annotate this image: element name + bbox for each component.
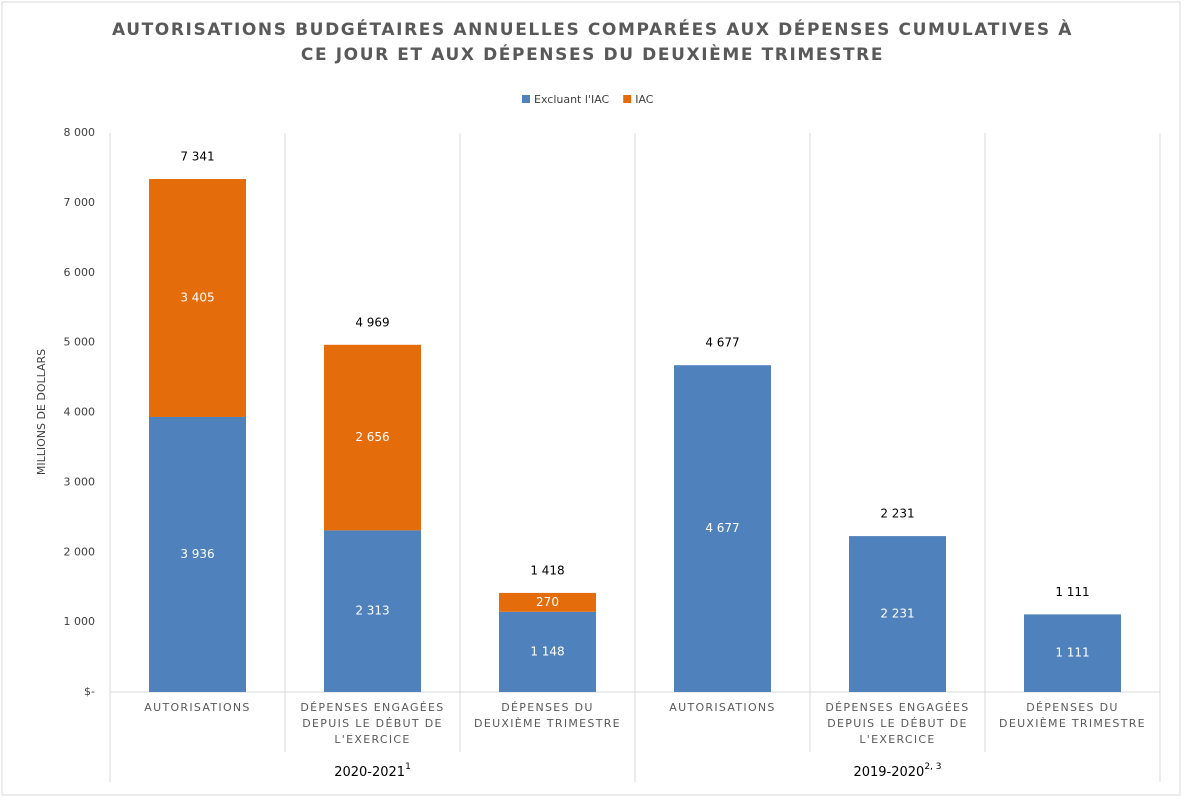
group-note: 1 (405, 762, 411, 772)
chart-title: AUTORISATIONS BUDGÉTAIRES ANNUELLES COMP… (111, 20, 1074, 65)
total-label: 7 341 (180, 150, 214, 164)
bar-segment (674, 365, 771, 692)
y-axis-label: MILLIONS DE DOLLARS (35, 349, 48, 475)
total-label: 1 418 (530, 563, 564, 577)
x-tick-label: DÉPENSES ENGAGÉES DEPUIS LE DÉBUT DE L'E… (825, 701, 970, 746)
chart-title-box: AUTORISATIONS BUDGÉTAIRES ANNUELLES COMP… (111, 20, 1074, 65)
total-label: 2 231 (880, 507, 914, 521)
value-label: 2 313 (355, 604, 389, 618)
value-label: 3 405 (180, 291, 214, 305)
x-tick-label: DÉPENSES ENGAGÉES DEPUIS LE DÉBUT DE L'E… (300, 701, 445, 746)
legend-label: Excluant l'IAC (534, 93, 610, 106)
bar-segment (149, 179, 246, 417)
x-tick-label: DÉPENSES DU DEUXIÈME TRIMESTRE (474, 701, 621, 730)
bar-segment (324, 530, 421, 692)
x-tick-label-box: AUTORISATIONS (669, 701, 776, 714)
x-tick-label-box: DÉPENSES ENGAGÉES DEPUIS LE DÉBUT DE L'E… (300, 701, 445, 746)
group-label: 2019-20202, 3 (853, 762, 941, 780)
legend-swatch (623, 95, 632, 103)
y-tick-label: $- (84, 685, 95, 698)
value-label: 2 231 (880, 607, 914, 621)
value-label: 4 677 (705, 521, 739, 535)
y-tick-label: 2 000 (64, 545, 96, 558)
value-label: 2 656 (355, 430, 389, 444)
legend-swatch (522, 95, 530, 103)
bar-segment (1024, 614, 1121, 692)
y-tick-label: 1 000 (64, 615, 96, 628)
x-tick-label-box: DÉPENSES ENGAGÉES DEPUIS LE DÉBUT DE L'E… (825, 701, 970, 746)
bar-segment (324, 344, 421, 531)
y-tick-label: 7 000 (64, 196, 96, 209)
bar-segment (149, 416, 246, 692)
y-tick-label: 5 000 (64, 336, 96, 349)
x-tick-label: DÉPENSES DU DEUXIÈME TRIMESTRE (999, 701, 1146, 730)
bar-segment (499, 592, 596, 612)
x-tick-label: AUTORISATIONS (144, 701, 251, 714)
total-label: 4 677 (705, 336, 739, 350)
value-label: 270 (536, 595, 559, 609)
bar-segment (499, 611, 596, 692)
legend-label: IAC (635, 93, 654, 106)
group-label: 2020-20211 (334, 762, 411, 780)
x-tick-label-box: AUTORISATIONS (144, 701, 251, 714)
value-label: 1 111 (1055, 646, 1089, 660)
group-name: 2020-2021 (334, 765, 405, 780)
total-label: 4 969 (355, 315, 389, 329)
group-name: 2019-2020 (853, 765, 924, 780)
x-tick-label: AUTORISATIONS (669, 701, 776, 714)
group-note: 2, 3 (924, 762, 941, 772)
y-tick-label: 6 000 (64, 266, 96, 279)
value-label: 1 148 (530, 644, 564, 658)
total-label: 1 111 (1055, 585, 1089, 599)
x-tick-label-box: DÉPENSES DU DEUXIÈME TRIMESTRE (999, 701, 1146, 730)
value-label: 3 936 (180, 547, 214, 561)
y-tick-label: 8 000 (64, 126, 96, 139)
bar-segment (849, 536, 946, 692)
y-tick-label: 3 000 (64, 475, 96, 488)
x-tick-label-box: DÉPENSES DU DEUXIÈME TRIMESTRE (474, 701, 621, 730)
y-tick-label: 4 000 (64, 406, 96, 419)
